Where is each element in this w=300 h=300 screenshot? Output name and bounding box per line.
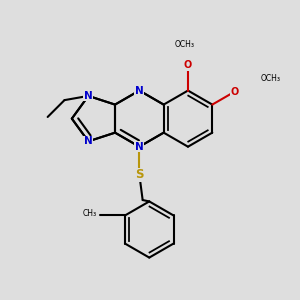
Text: O: O [184,60,192,70]
Text: N: N [135,85,144,96]
Text: CH₃: CH₃ [82,209,96,218]
Text: N: N [135,142,144,152]
Text: O: O [230,87,238,97]
Text: OCH₃: OCH₃ [261,74,281,82]
Text: OCH₃: OCH₃ [175,40,195,49]
Text: N: N [84,91,93,101]
Text: N: N [84,136,93,146]
Text: S: S [135,168,144,181]
